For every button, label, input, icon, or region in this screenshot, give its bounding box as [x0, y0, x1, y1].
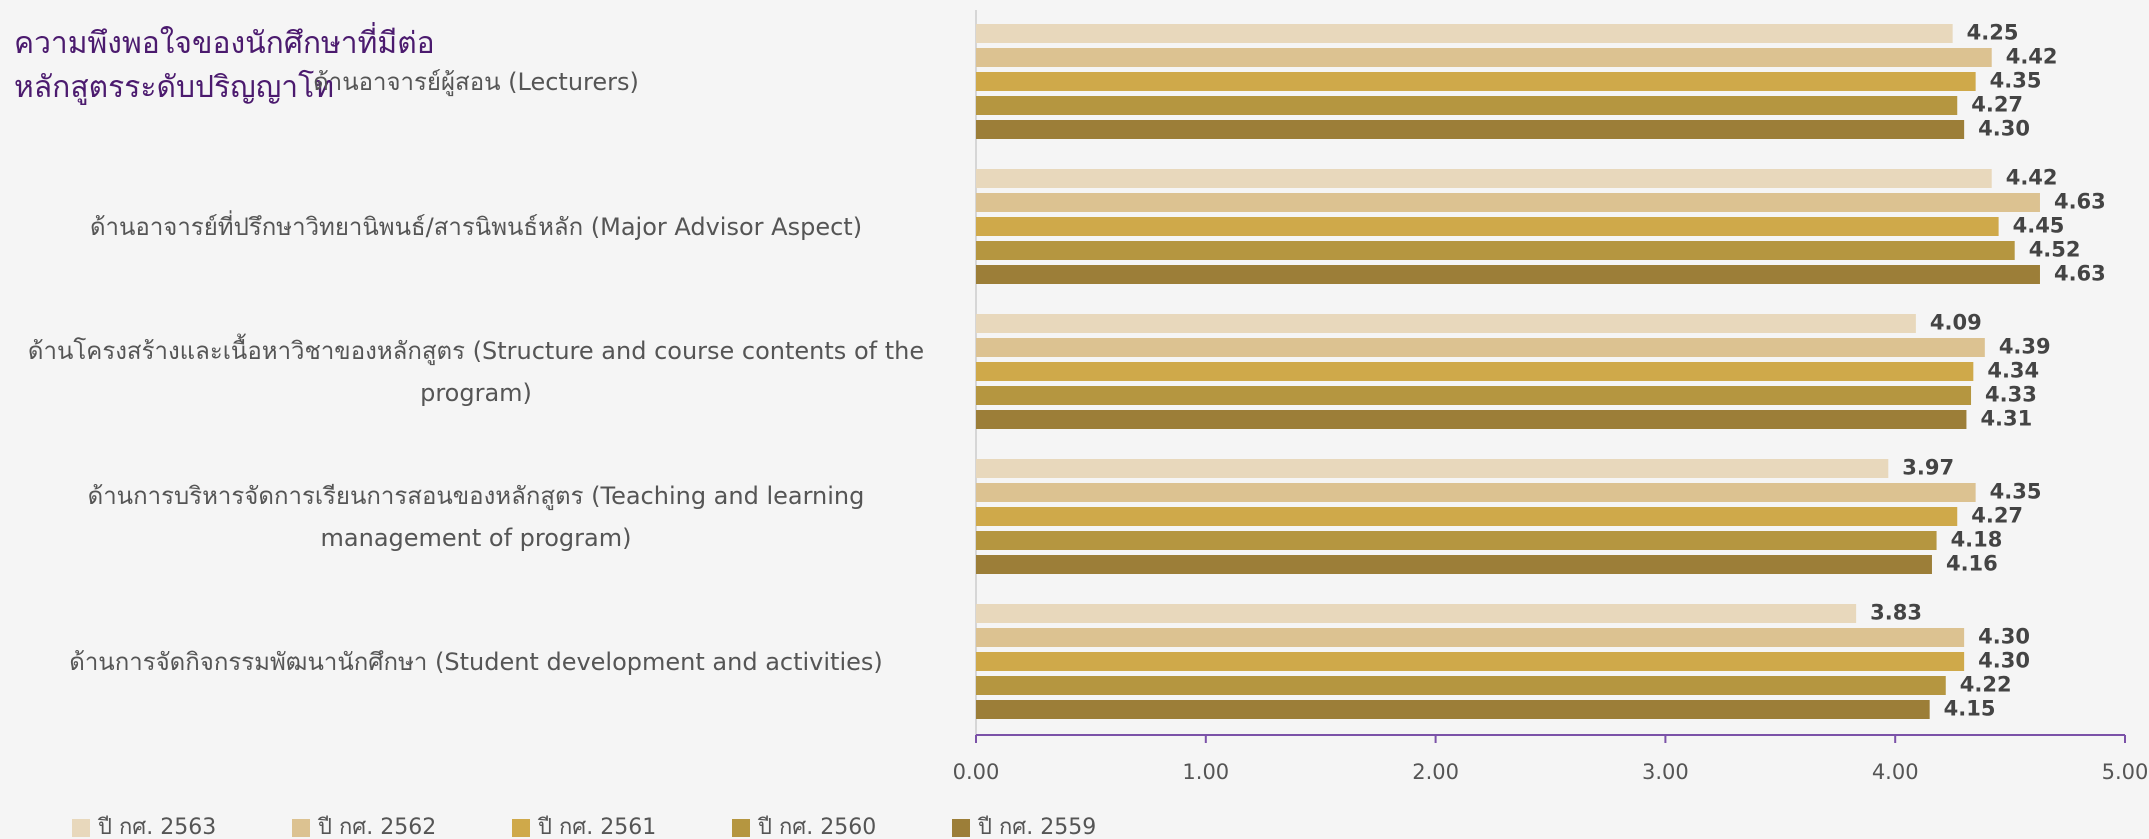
value-label: 4.35 [1990, 480, 2042, 504]
bar [976, 628, 1965, 647]
chart-title: ความพึงพอใจของนักศึกษาที่มีต่อหลักสูตรระ… [14, 26, 435, 105]
bar [976, 193, 2040, 212]
x-tick-label: 3.00 [1642, 760, 1689, 784]
bar [976, 531, 1937, 550]
bar [976, 72, 1976, 91]
bar [976, 96, 1958, 115]
bar [976, 120, 1965, 139]
legend-label: ปี กศ. 2562 [317, 815, 436, 839]
value-label: 4.16 [1946, 552, 1998, 576]
bar [976, 676, 1946, 695]
bar [976, 241, 2015, 260]
bar [976, 169, 1992, 188]
bar [976, 483, 1976, 502]
bar [976, 507, 1958, 526]
value-label: 4.30 [1978, 649, 2030, 673]
x-tick-label: 2.00 [1412, 760, 1459, 784]
value-label: 4.39 [1999, 335, 2051, 359]
category-label: ด้านโครงสร้างและเนื้อหาวิชาของหลักสูตร (… [27, 336, 925, 407]
bar [976, 362, 1974, 381]
value-label: 4.33 [1985, 383, 2037, 407]
bar [976, 604, 1857, 623]
value-label: 4.27 [1971, 504, 2023, 528]
legend-label: ปี กศ. 2561 [537, 815, 656, 839]
value-label: 4.31 [1980, 407, 2032, 431]
value-label: 3.97 [1902, 456, 1954, 480]
bar [976, 700, 1930, 719]
value-label: 4.42 [2006, 45, 2058, 69]
category-label: ด้านอาจารย์ผู้สอน (Lecturers) [313, 67, 639, 96]
value-label: 4.63 [2054, 190, 2106, 214]
x-tick-label: 4.00 [1872, 760, 1919, 784]
bar [976, 386, 1972, 405]
category-label: ด้านการจัดกิจกรรมพัฒนานักศึกษา (Student … [69, 647, 883, 676]
value-label: 4.63 [2054, 262, 2106, 286]
value-label: 4.18 [1951, 528, 2003, 552]
value-label: 4.27 [1971, 93, 2023, 117]
legend-swatch [512, 819, 530, 837]
bar [976, 314, 1916, 333]
legend-swatch [952, 819, 970, 837]
value-label: 4.30 [1978, 625, 2030, 649]
x-tick-label: 0.00 [953, 760, 1000, 784]
bar [976, 338, 1985, 357]
value-label: 4.22 [1960, 673, 2012, 697]
value-label: 4.30 [1978, 117, 2030, 141]
x-tick-label: 5.00 [2102, 760, 2149, 784]
value-label: 4.15 [1944, 697, 1996, 721]
legend-swatch [72, 819, 90, 837]
bar [976, 24, 1953, 43]
value-label: 4.42 [2006, 166, 2058, 190]
bar [976, 48, 1992, 67]
legend-label: ปี กศ. 2560 [757, 815, 876, 839]
value-label: 4.35 [1990, 69, 2042, 93]
category-label: ด้านอาจารย์ที่ปรึกษาวิทยานิพนธ์/สารนิพนธ… [89, 212, 863, 241]
value-label: 3.83 [1870, 601, 1922, 625]
legend-swatch [732, 819, 750, 837]
bar [976, 555, 1932, 574]
bar [976, 410, 1967, 429]
value-label: 4.25 [1967, 21, 2019, 45]
category-label: ด้านการบริหารจัดการเรียนการสอนของหลักสูต… [87, 481, 865, 552]
bar [976, 265, 2040, 284]
value-label: 4.45 [2013, 214, 2065, 238]
legend-label: ปี กศ. 2559 [977, 815, 1096, 839]
value-label: 4.52 [2029, 238, 2081, 262]
value-label: 4.09 [1930, 311, 1982, 335]
value-label: 4.34 [1987, 359, 2039, 383]
legend-swatch [292, 819, 310, 837]
bar [976, 652, 1965, 671]
x-tick-label: 1.00 [1182, 760, 1229, 784]
bar [976, 459, 1889, 478]
legend-label: ปี กศ. 2563 [97, 815, 216, 839]
bar [976, 217, 1999, 236]
